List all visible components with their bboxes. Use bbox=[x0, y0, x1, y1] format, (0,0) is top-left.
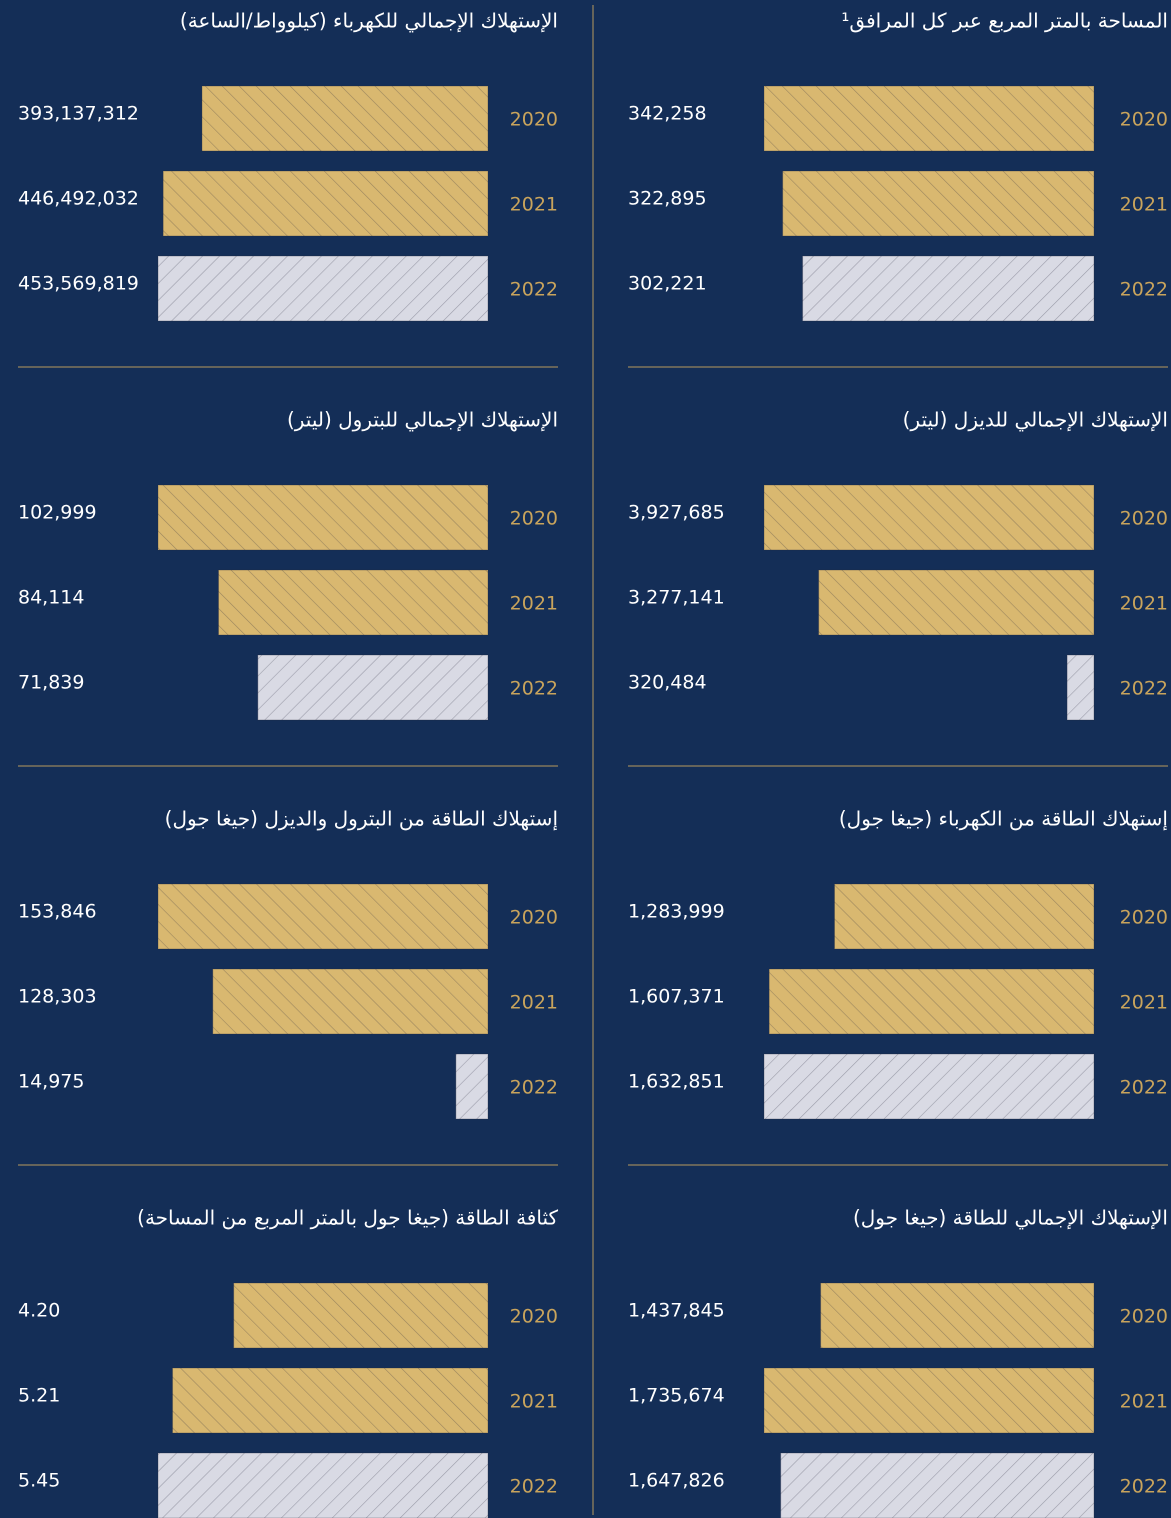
year-label: 2021 bbox=[510, 992, 558, 1014]
value-label: 1,647,826 bbox=[628, 1470, 725, 1492]
value-label: 1,437,845 bbox=[628, 1300, 725, 1322]
bar bbox=[782, 170, 1095, 237]
year-label: 2021 bbox=[1120, 992, 1168, 1014]
bar bbox=[455, 1053, 489, 1120]
bar bbox=[212, 968, 489, 1035]
year-label: 2021 bbox=[1120, 194, 1168, 216]
bar bbox=[780, 1452, 1095, 1518]
bar bbox=[157, 883, 489, 950]
year-label: 2020 bbox=[510, 907, 558, 929]
year-label: 2022 bbox=[510, 1476, 558, 1498]
bar bbox=[763, 85, 1095, 152]
value-label: 153,846 bbox=[18, 901, 97, 923]
bar bbox=[157, 255, 489, 322]
value-label: 322,895 bbox=[628, 188, 707, 210]
value-label: 446,492,032 bbox=[18, 188, 139, 210]
value-label: 302,221 bbox=[628, 273, 707, 295]
year-label: 2021 bbox=[1120, 593, 1168, 615]
year-label: 2021 bbox=[510, 1391, 558, 1413]
value-label: 3,927,685 bbox=[628, 502, 725, 524]
value-label: 320,484 bbox=[628, 672, 707, 694]
value-label: 1,607,371 bbox=[628, 986, 725, 1008]
bar bbox=[763, 1367, 1095, 1434]
bar bbox=[201, 85, 489, 152]
chart-title: إستهلاك الطاقة من الكهرباء (جيغا جول) bbox=[839, 807, 1168, 832]
chart-title: الإستهلاك الإجمالي للكهرباء (كيلوواط/الس… bbox=[180, 9, 558, 34]
value-label: 1,283,999 bbox=[628, 901, 725, 923]
value-label: 71,839 bbox=[18, 672, 84, 694]
bar bbox=[257, 654, 489, 721]
year-label: 2022 bbox=[1120, 1476, 1168, 1498]
year-label: 2020 bbox=[1120, 1306, 1168, 1328]
chart-title: إستهلاك الطاقة من البترول والديزل (جيغا … bbox=[165, 807, 558, 832]
value-label: 3,277,141 bbox=[628, 587, 725, 609]
year-label: 2020 bbox=[510, 508, 558, 530]
bar bbox=[763, 1053, 1095, 1120]
bar bbox=[820, 1282, 1095, 1349]
year-label: 2020 bbox=[1120, 907, 1168, 929]
value-label: 4.20 bbox=[18, 1300, 60, 1322]
chart-title: كثافة الطاقة (جيغا جول بالمتر المربع من … bbox=[137, 1206, 558, 1230]
bar bbox=[818, 569, 1095, 636]
year-label: 2020 bbox=[1120, 109, 1168, 131]
value-label: 1,735,674 bbox=[628, 1385, 725, 1407]
year-label: 2022 bbox=[1120, 1077, 1168, 1099]
year-label: 2021 bbox=[510, 194, 558, 216]
value-label: 14,975 bbox=[18, 1071, 84, 1093]
value-label: 1,632,851 bbox=[628, 1071, 725, 1093]
value-label: 5.45 bbox=[18, 1470, 60, 1492]
year-label: 2022 bbox=[510, 1077, 558, 1099]
bar bbox=[768, 968, 1095, 1035]
bar bbox=[157, 484, 489, 551]
year-label: 2021 bbox=[510, 593, 558, 615]
year-label: 2022 bbox=[1120, 279, 1168, 301]
bar bbox=[802, 255, 1095, 322]
year-label: 2022 bbox=[1120, 678, 1168, 700]
value-label: 128,303 bbox=[18, 986, 97, 1008]
year-label: 2022 bbox=[510, 279, 558, 301]
year-label: 2020 bbox=[510, 1306, 558, 1328]
year-label: 2022 bbox=[510, 678, 558, 700]
bar bbox=[834, 883, 1095, 950]
bar bbox=[233, 1282, 489, 1349]
value-label: 342,258 bbox=[628, 103, 707, 125]
value-label: 5.21 bbox=[18, 1385, 60, 1407]
bar bbox=[157, 1452, 489, 1518]
value-label: 453,569,819 bbox=[18, 273, 139, 295]
chart-title: الإستهلاك الإجمالي للديزل (ليتر) bbox=[903, 408, 1168, 433]
bar bbox=[162, 170, 489, 237]
bar bbox=[172, 1367, 489, 1434]
year-label: 2021 bbox=[1120, 1391, 1168, 1413]
chart-title: الإستهلاك الإجمالي للبترول (ليتر) bbox=[287, 408, 558, 433]
year-label: 2020 bbox=[1120, 508, 1168, 530]
year-label: 2020 bbox=[510, 109, 558, 131]
value-label: 393,137,312 bbox=[18, 103, 139, 125]
bar bbox=[763, 484, 1095, 551]
value-label: 84,114 bbox=[18, 587, 84, 609]
value-label: 102,999 bbox=[18, 502, 97, 524]
bar bbox=[218, 569, 489, 636]
bar bbox=[1066, 654, 1095, 721]
chart-title: المساحة بالمتر المربع عبر كل المرافق¹ bbox=[841, 9, 1168, 33]
chart-title: الإستهلاك الإجمالي للطاقة (جيغا جول) bbox=[853, 1206, 1168, 1231]
